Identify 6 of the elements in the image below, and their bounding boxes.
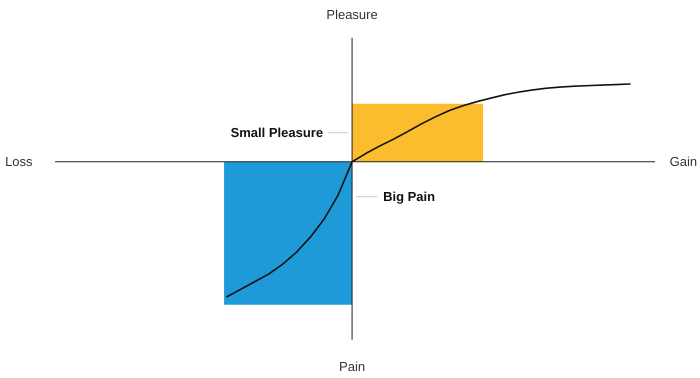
annotation: Big Pain — [383, 188, 436, 204]
text: Pleasure — [326, 6, 378, 22]
text: Pain — [339, 358, 366, 374]
text: Gain — [670, 154, 698, 169]
annotation: Small Pleasure — [230, 124, 324, 140]
text: Loss — [5, 154, 34, 169]
